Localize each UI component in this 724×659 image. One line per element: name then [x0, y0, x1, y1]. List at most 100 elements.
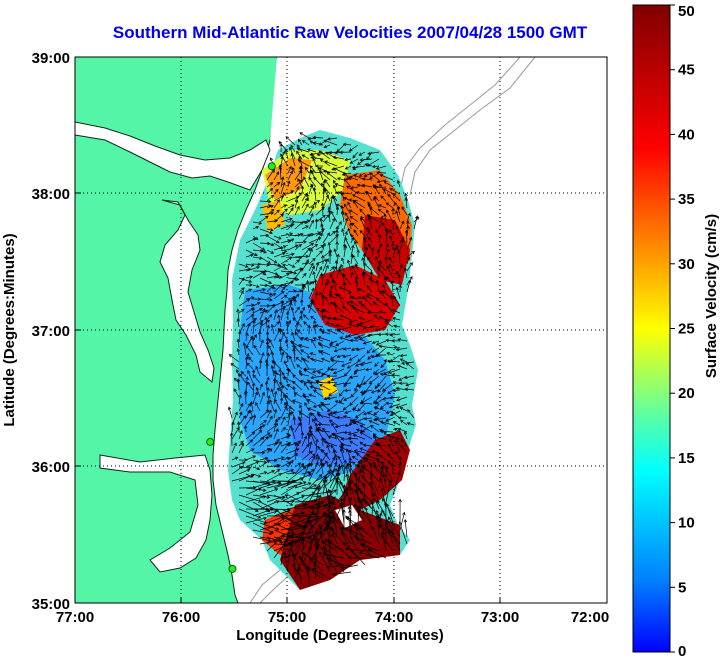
velocity-arrow [371, 497, 375, 517]
velocity-arrow [356, 382, 366, 388]
velocity-arrow [259, 308, 266, 321]
velocity-arrow [245, 332, 249, 342]
velocity-arrow [351, 265, 359, 279]
velocity-arrow [385, 248, 390, 258]
velocity-arrow [351, 304, 359, 314]
tick-marks [74, 56, 608, 604]
velocity-arrow [401, 206, 408, 216]
velocity-arrow [399, 353, 408, 358]
velocity-arrow [395, 386, 408, 391]
velocity-arrow [378, 243, 383, 251]
velocity-arrow [252, 494, 271, 499]
chesapeake-bay [159, 199, 215, 383]
velocity-arrow [287, 495, 305, 503]
velocity-arrow [266, 400, 270, 412]
velocity-arrow [328, 389, 338, 396]
velocity-arrow [328, 435, 338, 440]
velocity-arrow [251, 306, 255, 321]
velocity-arrow [379, 174, 394, 181]
velocity-arrow [347, 436, 359, 440]
velocity-arrow [343, 217, 349, 230]
velocity-arrow [372, 301, 380, 307]
velocity-arrow [349, 158, 359, 164]
velocity-arrow [266, 304, 275, 314]
velocity-arrow [273, 284, 283, 293]
velocity-arrow [385, 401, 394, 405]
velocity-arrow [259, 480, 282, 489]
velocity-arrow [345, 465, 352, 489]
velocity-arrow [349, 440, 359, 447]
velocity-arrow [266, 415, 273, 426]
velocity-arrow [332, 155, 345, 160]
velocity-arrow [273, 263, 288, 270]
velocity-arrow [273, 224, 281, 230]
velocity-arrow [391, 242, 395, 251]
velocity-arrow [373, 396, 380, 405]
velocity-arrow [235, 369, 240, 377]
velocity-arrow [349, 222, 353, 230]
velocity-arrow [308, 219, 314, 230]
velocity-arrow [321, 541, 338, 552]
velocity-arrow [342, 281, 347, 293]
velocity-arrow [272, 370, 282, 377]
velocity-arrow [406, 236, 413, 251]
velocity-arrow [357, 354, 366, 363]
velocity-arrow [360, 401, 373, 405]
velocity-arrow [303, 321, 310, 328]
velocity-arrow [287, 244, 299, 251]
velocity-arrow [274, 398, 282, 412]
velocity-arrow [315, 266, 323, 279]
velocity-arrow [273, 181, 281, 188]
velocity-arrow [313, 535, 324, 552]
velocity-arrow [257, 330, 262, 342]
velocity-arrow [400, 419, 408, 426]
x-tick-label: 72:00 [571, 609, 609, 626]
velocity-arrow [238, 402, 244, 412]
velocity-arrow [377, 204, 387, 209]
velocity-arrow [353, 368, 359, 375]
velocity-arrow [342, 484, 347, 510]
velocity-arrow [266, 293, 277, 300]
velocity-arrow [324, 296, 331, 307]
velocity-arrow [343, 171, 352, 181]
velocity-arrow [351, 165, 366, 170]
velocity-arrow [303, 176, 310, 188]
velocity-arrow [355, 428, 366, 433]
velocity-arrow [238, 287, 245, 293]
velocity-arrow [333, 347, 345, 353]
velocity-arrow [301, 154, 310, 160]
velocity-arrow [316, 411, 324, 419]
velocity-arrow [369, 172, 380, 179]
velocity-arrow [337, 455, 345, 468]
velocity-arrow [381, 396, 394, 401]
velocity-arrow [399, 358, 408, 363]
velocity-arrow [270, 388, 275, 398]
velocity-arrow [383, 431, 394, 440]
velocity-arrow [294, 254, 310, 259]
velocity-arrow [245, 283, 253, 287]
velocity-arrow [367, 310, 380, 315]
velocity-arrow [273, 438, 280, 447]
velocity-arrow [322, 179, 326, 195]
velocity-arrow [292, 347, 296, 363]
velocity-arrow [370, 425, 380, 433]
delaware-bay [75, 121, 271, 191]
velocity-arrow [301, 545, 312, 566]
velocity-arrow [287, 547, 292, 566]
velocity-arrow [287, 503, 307, 510]
velocity-arrow [354, 361, 366, 367]
velocity-arrow [395, 436, 401, 447]
velocity-arrow [343, 459, 347, 482]
velocity-arrow [359, 158, 373, 162]
velocity-arrow [320, 401, 331, 412]
velocity-arrow [315, 250, 323, 258]
velocity-arrow [251, 336, 255, 348]
velocity-arrow [284, 148, 289, 160]
velocity-arrow [329, 266, 335, 272]
velocity-arrow [236, 338, 240, 349]
velocity-arrow [259, 419, 267, 426]
velocity-arrow [389, 294, 394, 307]
velocity-arrow [278, 166, 283, 181]
velocity-arrow [312, 157, 317, 167]
velocity-arrow [350, 548, 366, 566]
